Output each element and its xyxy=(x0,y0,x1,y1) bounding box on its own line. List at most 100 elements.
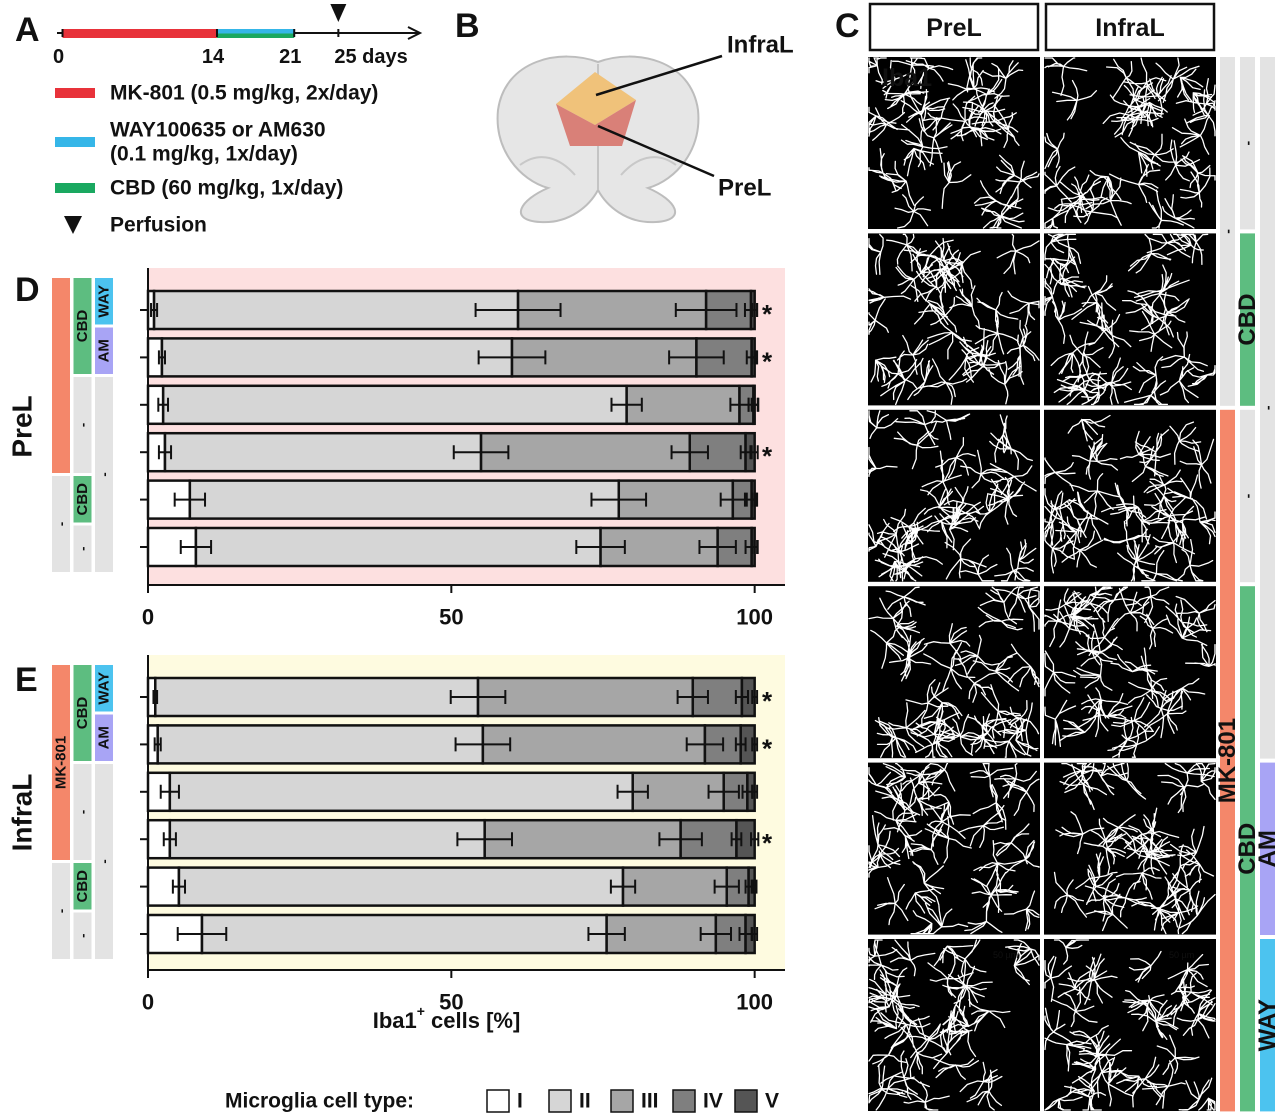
micrograph xyxy=(1044,586,1216,759)
error-bar xyxy=(159,784,180,799)
error-bar xyxy=(730,832,743,847)
error-bar xyxy=(176,927,228,941)
bar-segment xyxy=(177,866,625,907)
error-bar xyxy=(751,350,759,365)
significance: * xyxy=(762,346,773,376)
x-tick-label: 100 xyxy=(736,990,773,1015)
treatment-label: - xyxy=(54,522,69,526)
error-bar xyxy=(171,879,187,894)
bar-segment xyxy=(163,431,483,473)
error-bar xyxy=(674,303,738,317)
microglia-texture xyxy=(1053,762,1216,935)
bar-segment xyxy=(161,384,628,426)
treatment-block xyxy=(1240,57,1255,230)
error-bar xyxy=(751,492,759,507)
pointer-line xyxy=(595,54,723,97)
treatment-block xyxy=(73,764,92,860)
column-header: PreL xyxy=(926,14,982,42)
legend-swatch xyxy=(486,1089,510,1113)
bar-segment xyxy=(168,818,486,860)
bar-segment xyxy=(481,724,707,765)
bar-segment xyxy=(625,384,741,426)
micrograph xyxy=(868,762,1040,935)
x-label-text: Iba1 xyxy=(373,1008,417,1033)
bar-segment xyxy=(168,771,634,813)
bar-segment xyxy=(152,289,520,331)
micrograph xyxy=(1044,939,1216,1111)
pointer-line xyxy=(597,124,715,178)
error-bar xyxy=(751,784,759,799)
x-axis-label: Iba1+ cells [%] xyxy=(373,1003,521,1033)
bar-segment xyxy=(483,818,682,860)
ventricle xyxy=(519,156,677,176)
treatment-label: AM xyxy=(96,339,113,362)
timeline-tick-label: 0 xyxy=(53,46,64,68)
microglia-texture xyxy=(1044,586,1216,758)
treatment-block xyxy=(1260,939,1275,1112)
microglia-texture xyxy=(868,762,1040,935)
error-bar xyxy=(452,445,510,460)
error-bar xyxy=(575,540,626,554)
error-bar xyxy=(157,397,170,412)
column-header-box xyxy=(868,2,1040,52)
treatment-label: WAY xyxy=(96,285,113,318)
treatment-block xyxy=(95,764,113,959)
treatment-block xyxy=(73,476,92,523)
micrograph xyxy=(1044,233,1216,406)
treatment-block xyxy=(73,278,92,374)
microglia-texture xyxy=(868,586,1040,758)
error-bar xyxy=(707,784,740,799)
treatment-label: AM xyxy=(96,726,113,749)
treatment-label: - xyxy=(75,934,90,938)
treatment-block xyxy=(52,665,70,860)
treatment-label: - xyxy=(1240,141,1256,146)
treatment-block xyxy=(73,912,92,959)
significance: * xyxy=(762,441,773,471)
legend-label: WAY100635 or AM630 xyxy=(110,119,326,142)
treatment-block xyxy=(52,863,70,959)
legend-title: Microglia cell type: xyxy=(225,1090,414,1113)
legend-label: III xyxy=(641,1090,659,1113)
column-header: InfraL xyxy=(1095,14,1164,42)
scale-label: 50 µm xyxy=(1169,950,1194,960)
error-bar xyxy=(173,492,207,507)
legend-label: V xyxy=(765,1090,779,1113)
error-bar xyxy=(734,737,747,752)
treatment-label: CBD xyxy=(74,483,91,516)
bar-segment xyxy=(476,676,695,718)
microglia-texture xyxy=(1044,414,1216,582)
treatment-block xyxy=(95,327,113,374)
error-bar xyxy=(699,927,733,941)
stain-label: Iba1 xyxy=(882,64,932,92)
x-tick-label: 0 xyxy=(142,990,154,1015)
error-bar xyxy=(751,737,759,752)
error-bar xyxy=(179,540,213,554)
microglia-texture xyxy=(1044,939,1216,1111)
treatment-period xyxy=(216,29,295,34)
treatment-label: WAY xyxy=(1254,999,1280,1051)
x-tick-label: 50 xyxy=(439,605,463,630)
error-bar xyxy=(454,737,512,752)
error-bar xyxy=(744,879,753,894)
error-bar xyxy=(658,832,703,847)
legend-swatch xyxy=(55,183,95,193)
treatment-block xyxy=(1240,586,1255,1112)
error-bar xyxy=(616,784,649,799)
error-bar xyxy=(477,350,547,365)
bar-segment xyxy=(194,526,602,568)
legend-label: (0.1 mg/kg, 1x/day) xyxy=(110,143,298,166)
microglia-texture xyxy=(868,410,1037,582)
panel-letter: A xyxy=(15,11,40,49)
error-bar xyxy=(751,540,759,554)
perfusion-marker xyxy=(330,4,347,22)
treatment-block xyxy=(95,377,113,572)
error-bar xyxy=(610,397,643,412)
error-bar xyxy=(449,690,507,704)
error-bar xyxy=(751,927,759,941)
treatment-block xyxy=(73,863,92,910)
error-bar xyxy=(668,350,725,365)
panel-letter: D xyxy=(15,271,40,309)
error-bar xyxy=(713,879,740,894)
treatment-block xyxy=(1220,57,1235,406)
legend-swatch xyxy=(672,1089,696,1113)
